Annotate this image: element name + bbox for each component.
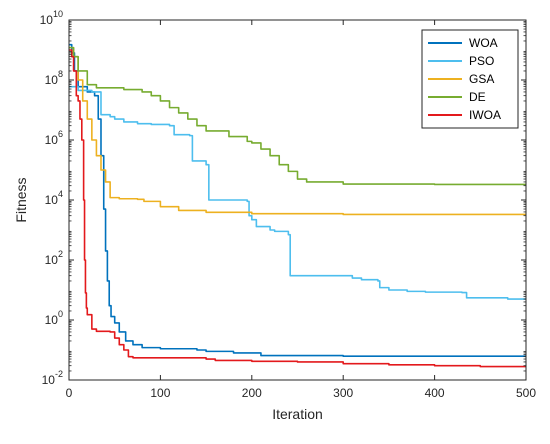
y-tick-label: 100 xyxy=(45,309,63,327)
y-tick-label: 102 xyxy=(45,249,63,267)
x-tick-label: 500 xyxy=(516,386,536,400)
y-tick-label: 106 xyxy=(45,129,63,147)
x-tick-label: 300 xyxy=(333,386,353,400)
y-tick-label: 1010 xyxy=(40,9,63,27)
tick-layer: 0 100 200 300 400 500 10-2 100 102 104 106 108 1010 xyxy=(40,9,537,400)
x-tick-label: 400 xyxy=(425,386,445,400)
series-line-iwoa xyxy=(69,49,526,368)
y-axis-title: Fitness xyxy=(13,177,29,222)
series-line-pso xyxy=(69,85,526,300)
legend-label-de: DE xyxy=(469,90,486,104)
x-tick-label: 200 xyxy=(242,386,262,400)
series-line-woa xyxy=(69,43,526,358)
legend-label-woa: WOA xyxy=(469,36,498,50)
y-tick-label: 104 xyxy=(45,189,63,207)
y-tick-label: 10-2 xyxy=(42,369,63,387)
legend-label-iwoa: IWOA xyxy=(469,108,501,122)
series-line-de xyxy=(69,46,526,186)
x-tick-label: 100 xyxy=(150,386,170,400)
legend-label-gsa: GSA xyxy=(469,72,494,86)
legend: WOA PSO GSA DE IWOA xyxy=(421,29,519,129)
y-tick-label: 108 xyxy=(45,69,63,87)
x-axis-title: Iteration xyxy=(272,406,323,422)
series-layer xyxy=(69,43,526,368)
series-line-gsa xyxy=(69,46,526,216)
legend-label-pso: PSO xyxy=(469,54,494,68)
x-tick-label: 0 xyxy=(66,386,73,400)
